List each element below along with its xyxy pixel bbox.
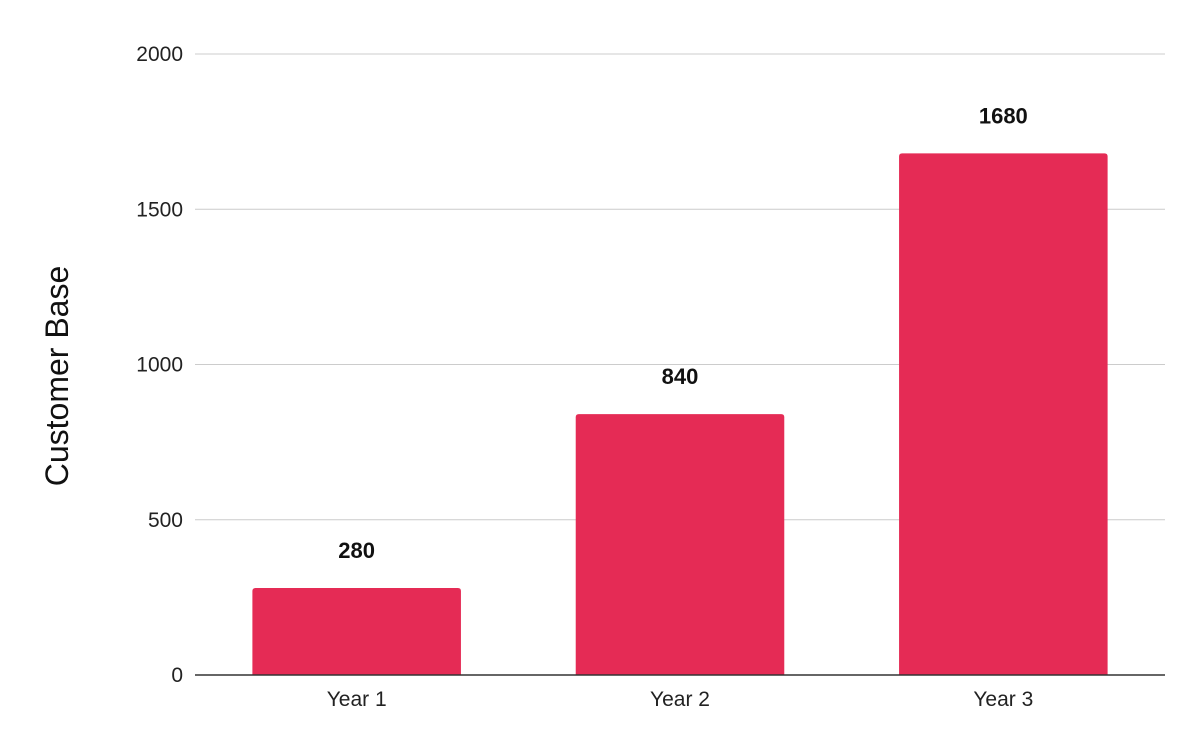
y-axis-title: Customer Base [39, 266, 75, 487]
bar [575, 414, 785, 675]
bar-value-label: 840 [662, 364, 699, 389]
y-tick-label: 1000 [136, 354, 183, 377]
y-tick-label: 0 [171, 664, 183, 687]
bar-value-label: 280 [338, 538, 375, 563]
data-labels: 280 840 1680 [338, 103, 1028, 563]
x-tick-label: Year 1 [327, 688, 387, 711]
x-tick-label: Year 2 [650, 688, 710, 711]
x-tick-label: Year 3 [973, 688, 1033, 711]
y-tick-label: 2000 [136, 43, 183, 66]
y-tick-label: 500 [148, 509, 183, 532]
bar-value-label: 1680 [979, 103, 1028, 128]
x-axis-ticks: Year 1 Year 2 Year 3 [327, 688, 1034, 711]
y-axis-ticks: 0 500 1000 1500 2000 [136, 43, 183, 687]
bar [252, 588, 461, 675]
bars [252, 153, 1108, 676]
bar [899, 153, 1108, 676]
y-tick-label: 1500 [136, 198, 183, 221]
